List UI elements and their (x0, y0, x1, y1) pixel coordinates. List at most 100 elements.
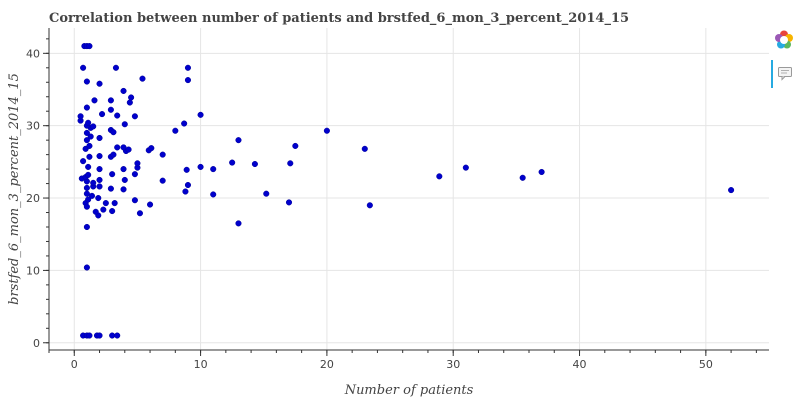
scatter-point (126, 99, 133, 106)
scatter-point (120, 87, 127, 95)
scatter-point (107, 106, 114, 113)
scatter-point (83, 203, 90, 210)
scatter-point (80, 158, 87, 165)
scatter-point (120, 166, 127, 173)
scatter-point (134, 160, 141, 167)
scatter-point (96, 332, 103, 339)
scatter-point (172, 127, 179, 134)
scatter-point (181, 120, 188, 127)
scatter-point (90, 123, 97, 130)
scatter-point (86, 43, 93, 50)
scatter-point (112, 64, 119, 71)
scatter-point (538, 168, 545, 176)
x-axis-label: Number of patients (344, 383, 474, 398)
scatter-point (148, 145, 155, 152)
scatter-point (109, 332, 116, 339)
scatter-point (85, 163, 92, 170)
chart-title: Correlation between number of patients a… (49, 11, 629, 26)
scatter-point (83, 223, 90, 231)
y-axis-label: brstfed_6_mon_3_percent_2014_15 (7, 73, 22, 305)
scatter-point (210, 191, 217, 198)
scatter-point (131, 197, 138, 204)
scatter-point (131, 171, 138, 178)
scatter-point (114, 332, 121, 339)
scatter-point (110, 129, 117, 136)
scatter-point (235, 220, 242, 227)
y-tick-label: 30 (26, 120, 40, 133)
scatter-point (197, 111, 204, 118)
scatter-point (197, 163, 204, 170)
scatter-point (121, 176, 128, 184)
y-tick-label: 40 (26, 47, 40, 60)
x-tick-label: 20 (320, 358, 334, 371)
scatter-point (120, 144, 127, 151)
scatter-point (83, 137, 90, 144)
scatter-point (183, 166, 190, 173)
scatter-point (114, 144, 121, 151)
scatter-point (184, 77, 191, 84)
scatter-point (86, 142, 93, 149)
scatter-point (83, 104, 90, 111)
scatter-point (83, 129, 90, 136)
y-axis-ticks: 0 10 20 30 40 (26, 38, 49, 350)
scatter-point (91, 97, 98, 104)
scatter-point (96, 80, 103, 87)
scatter-point (323, 127, 330, 134)
scatter-point (83, 184, 90, 191)
toolbar (770, 28, 796, 92)
scatter-point (436, 173, 443, 180)
scatter-point (85, 196, 92, 203)
scatter-point (96, 134, 103, 142)
scatter-point (83, 78, 90, 85)
toolbar-active-indicator (771, 60, 773, 88)
scatter-point (121, 121, 128, 128)
scatter-point (182, 188, 189, 195)
scatter-point (96, 183, 103, 190)
x-tick-label: 30 (446, 358, 460, 371)
scatter-point (77, 113, 84, 120)
hover-tool-icon[interactable] (776, 64, 794, 82)
scatter-point (87, 133, 94, 140)
scatter-point (728, 187, 735, 194)
scatter-point (107, 97, 114, 104)
scatter-point (292, 142, 299, 149)
plot-area (49, 28, 769, 350)
y-tick-label: 20 (26, 192, 40, 205)
scatter-point (184, 64, 191, 71)
scatter-point (86, 153, 93, 160)
scatter-point (120, 186, 127, 193)
scatter-point (184, 181, 191, 189)
axes (48, 28, 769, 351)
grid (49, 28, 769, 350)
scatter-point (107, 185, 114, 192)
scatter-point (114, 112, 121, 119)
scatter-point (83, 264, 90, 271)
scatter-point (229, 159, 236, 166)
scatter-point (139, 75, 146, 82)
scatter-point (147, 201, 154, 208)
scatter-point (131, 113, 138, 120)
scatter-point (125, 146, 132, 153)
scatter-point (86, 332, 93, 339)
y-tick-label: 0 (33, 337, 40, 350)
scatter-point (85, 119, 92, 126)
scatter-point (85, 171, 92, 178)
scatter-point (99, 111, 106, 118)
scatter-point (102, 200, 109, 207)
x-tick-label: 50 (699, 358, 713, 371)
scatter-point (159, 151, 166, 158)
x-axis-ticks: 0 10 20 30 40 50 (48, 350, 757, 371)
scatter-point (96, 176, 103, 184)
scatter-point (235, 137, 242, 144)
scatter-point (92, 208, 99, 215)
scatter-point (263, 190, 270, 197)
bokeh-logo-icon[interactable] (774, 30, 794, 50)
scatter-point (251, 160, 258, 168)
scatter-point (109, 208, 116, 215)
scatter-point (88, 192, 95, 199)
scatter-point (519, 174, 526, 181)
scatter-points (77, 43, 735, 339)
scatter-point (110, 151, 117, 158)
scatter-point (366, 202, 373, 209)
